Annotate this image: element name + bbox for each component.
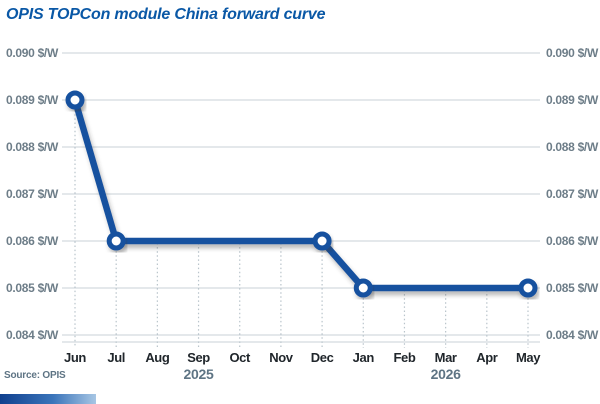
y-axis-label-left-2: 0.088 $/W xyxy=(6,140,58,154)
x-axis-label-Jun: Jun xyxy=(64,350,86,365)
y-axis-label-left-4: 0.086 $/W xyxy=(6,234,58,248)
x-axis-label-Mar: Mar xyxy=(434,350,457,365)
footer-brand-bar xyxy=(0,394,96,404)
year-label-2026: 2026 xyxy=(430,366,461,382)
data-point-Jun xyxy=(65,90,85,110)
forward-curve-line xyxy=(71,96,532,292)
x-axis-label-May: May xyxy=(515,350,541,365)
y-axis-label-right-2: 0.088 $/W xyxy=(546,140,598,154)
data-point-Jan xyxy=(353,278,373,298)
y-axis-label-right-6: 0.084 $/W xyxy=(546,328,598,342)
dotted-month-guides xyxy=(74,102,529,348)
data-point-markers xyxy=(65,90,538,298)
y-axis-label-right-1: 0.089 $/W xyxy=(546,93,598,107)
y-axis-label-left-6: 0.084 $/W xyxy=(6,328,58,342)
gridlines xyxy=(62,52,540,343)
y-axis-label-left-1: 0.089 $/W xyxy=(6,93,58,107)
y-axis-label-right-0: 0.090 $/W xyxy=(546,46,598,60)
y-axis-label-right-3: 0.087 $/W xyxy=(546,187,598,201)
y-axis-label-right-4: 0.086 $/W xyxy=(546,234,598,248)
x-axis-label-Dec: Dec xyxy=(310,350,334,365)
data-point-Dec xyxy=(312,231,332,251)
y-axis-label-left-0: 0.090 $/W xyxy=(6,46,58,60)
data-point-Jul xyxy=(106,231,126,251)
x-axis-label-Jan: Jan xyxy=(352,350,375,365)
data-point-May xyxy=(518,278,538,298)
x-axis-label-Oct: Oct xyxy=(229,350,250,365)
x-axis-label-Sep: Sep xyxy=(187,350,210,365)
y-axis-label-left-5: 0.085 $/W xyxy=(6,281,58,295)
x-axis-label-Jul: Jul xyxy=(107,350,125,365)
y-axis-label-right-5: 0.085 $/W xyxy=(546,281,598,295)
y-axis-label-left-3: 0.087 $/W xyxy=(6,187,58,201)
x-axis-label-Apr: Apr xyxy=(476,350,498,365)
chart-title: OPIS TOPCon module China forward curve xyxy=(6,6,326,23)
x-axis-label-Nov: Nov xyxy=(269,350,293,365)
x-axis-label-Feb: Feb xyxy=(393,350,416,365)
source-label: Source: OPIS xyxy=(4,370,66,381)
x-axis-label-Aug: Aug xyxy=(145,350,170,365)
year-label-2025: 2025 xyxy=(183,366,214,382)
